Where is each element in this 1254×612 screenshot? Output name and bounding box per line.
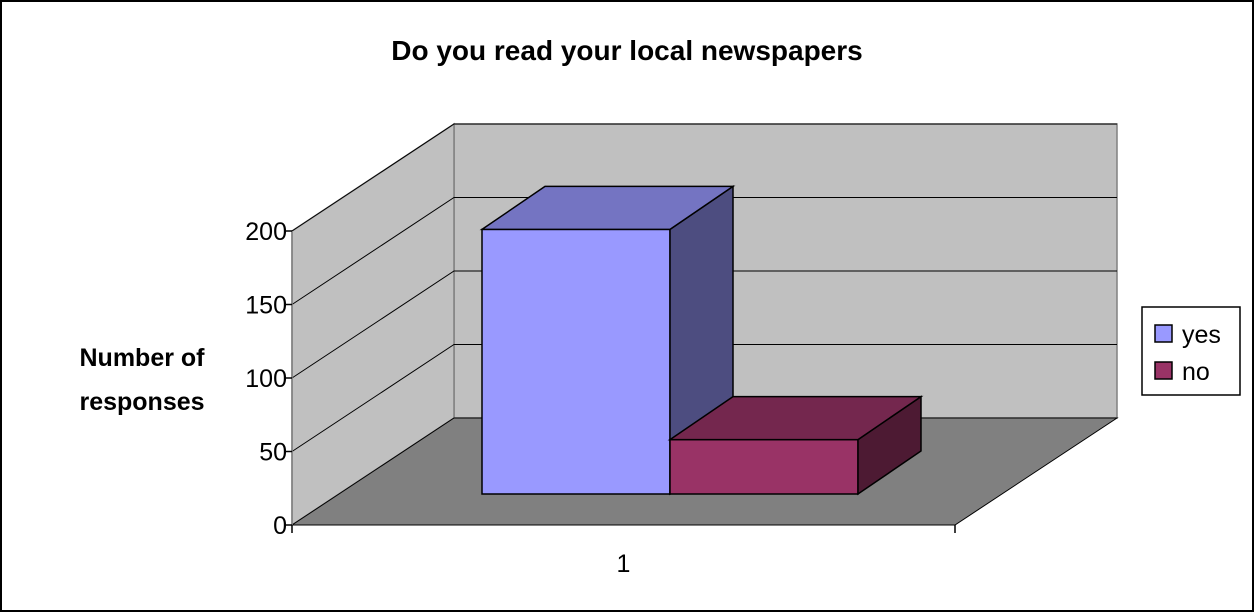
y-tick-label: 50 [259, 439, 287, 467]
bar-no-top [667, 395, 924, 441]
bar-yes [481, 228, 671, 495]
legend-label-yes: yes [1182, 321, 1221, 349]
gridline [291, 197, 1117, 305]
y-tick-label: 150 [245, 292, 287, 320]
legend-swatch-yes [1154, 324, 1173, 343]
gridline [291, 344, 1117, 452]
chart-title: Do you read your local newspapers [391, 35, 862, 66]
bar-yes-top [479, 185, 736, 231]
y-axis-title: Number of responses [79, 344, 205, 416]
bar-no [669, 438, 859, 495]
y-tick-label: 0 [273, 512, 287, 540]
legend-box [1141, 306, 1241, 396]
legend: yes no [1141, 306, 1241, 396]
gridline [291, 123, 1117, 232]
y-axis-title-line-1: Number of [80, 344, 206, 372]
y-tick-label: 200 [245, 218, 287, 246]
y-tick-label: 100 [245, 365, 287, 393]
gridline [291, 270, 1117, 379]
y-axis-title-line-2: responses [79, 388, 204, 416]
legend-label-no: no [1182, 358, 1210, 386]
x-tick-label: 1 [617, 550, 631, 578]
legend-swatch-no [1154, 361, 1173, 380]
plot-area: 0 50 100 150 200 1 [245, 122, 1119, 578]
